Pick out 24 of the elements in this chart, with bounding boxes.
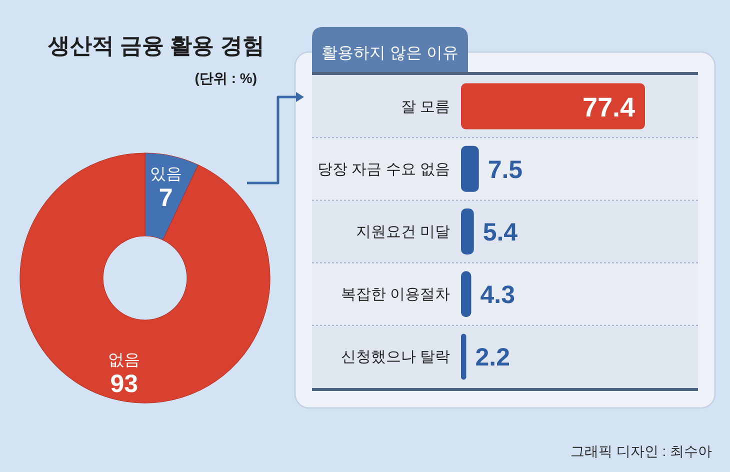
data-label: 2.2 — [475, 344, 510, 372]
y-tick-label: 신청했으나 탈락 — [340, 348, 450, 366]
slice-label: 없음 — [108, 352, 140, 370]
bar — [461, 271, 472, 318]
data-label: 7 — [158, 184, 173, 212]
bar — [461, 83, 645, 130]
chart-subtitle: (단위 : %) — [194, 70, 257, 86]
data-label: 4.3 — [480, 281, 515, 310]
chart-title: 생산적 금융 활용 경험 — [47, 33, 264, 58]
chart-title: 활용하지 않은 이유 — [322, 45, 458, 62]
bar — [461, 208, 474, 254]
y-tick-label: 지원요건 미달 — [356, 224, 450, 240]
data-label: 7.5 — [488, 156, 523, 184]
data-label: 5.4 — [482, 218, 518, 246]
y-tick-label: 잘 모름 — [400, 98, 450, 116]
text: 그래픽 디자인 : 최수아 — [570, 443, 712, 459]
y-tick-label: 당장 자금 수요 없음 — [317, 160, 450, 178]
data-label: 93 — [110, 370, 138, 398]
bar — [461, 146, 479, 192]
donut-slice — [20, 152, 270, 404]
y-tick-label: 복잡한 이용절차 — [340, 286, 450, 304]
data-label: 77.4 — [582, 92, 635, 122]
slice-label: 있음 — [150, 166, 182, 183]
bar — [461, 334, 466, 380]
